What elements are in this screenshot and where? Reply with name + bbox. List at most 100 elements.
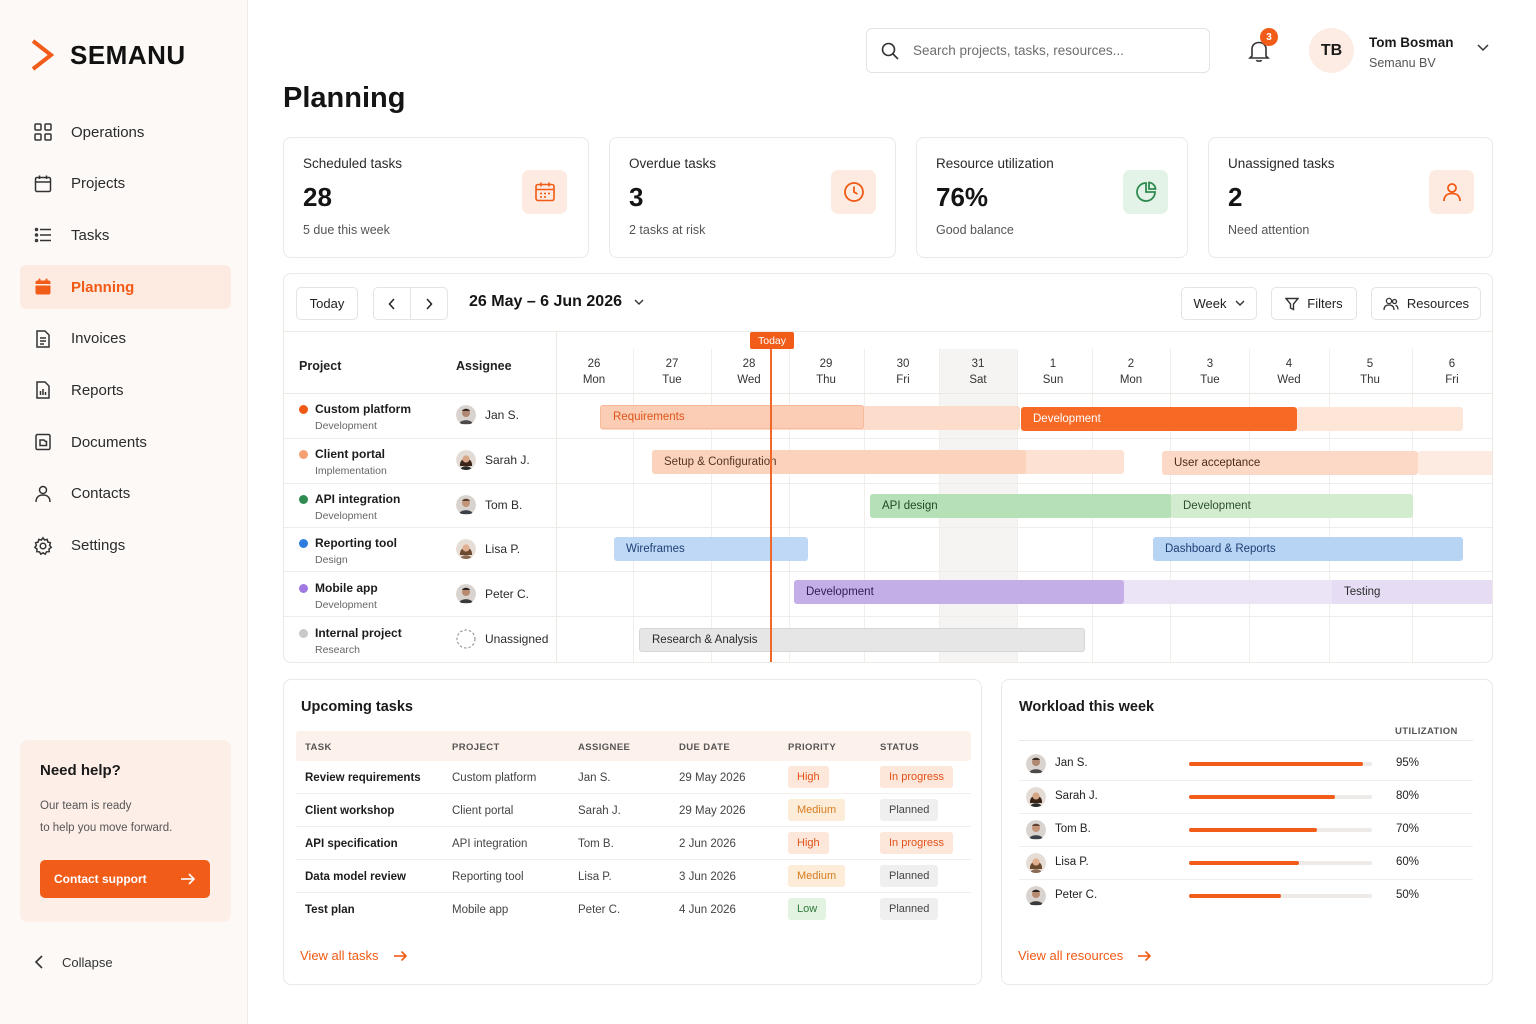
chevron-down-icon	[634, 299, 644, 305]
avatar	[1026, 787, 1046, 807]
kpi-label: Scheduled tasks	[303, 156, 403, 171]
chevron-down-icon[interactable]	[1477, 44, 1489, 52]
gantt-bar-requirements[interactable]: Requirements	[600, 405, 864, 429]
chevron-left-icon	[34, 955, 43, 969]
utilization-fill	[1189, 795, 1336, 799]
workload-row[interactable]: Jan S. 95%	[1019, 748, 1473, 781]
sidebar-item-label: Operations	[71, 123, 145, 141]
gantt-bar-user-acceptance[interactable]: User acceptance	[1162, 451, 1418, 475]
view-all-tasks-link[interactable]: View all tasks	[300, 948, 408, 963]
table-row[interactable]: Test plan Mobile app Peter C. 4 Jun 2026…	[296, 893, 971, 926]
gantt-row-project[interactable]: Mobile app Development	[299, 581, 378, 611]
collapse-button[interactable]: Collapse	[34, 954, 113, 970]
gantt-row-project[interactable]: Custom platform Development	[299, 402, 411, 432]
priority-badge: High	[788, 766, 829, 788]
gantt-bar-research[interactable]: Research & Analysis	[639, 628, 1085, 652]
table-row[interactable]: API specification API integration Tom B.…	[296, 827, 971, 860]
sidebar-item-invoices[interactable]: Invoices	[20, 317, 231, 361]
bell-icon[interactable]	[1246, 38, 1272, 64]
status-dot	[299, 449, 308, 459]
status-dot	[299, 494, 308, 504]
prev-range-button[interactable]	[373, 287, 411, 320]
gantt-row-project[interactable]: Client portal Implementation	[299, 447, 387, 477]
next-range-button[interactable]	[410, 287, 448, 320]
sidebar-item-documents[interactable]: Documents	[20, 420, 231, 464]
grid-icon	[32, 121, 54, 143]
sidebar-item-label: Contacts	[71, 485, 131, 503]
sidebar-item-projects[interactable]: Projects	[20, 162, 231, 206]
resources-button[interactable]: Resources	[1371, 287, 1481, 320]
gantt-row-assignee[interactable]: Peter C.	[456, 584, 529, 604]
day-header: 4 Wed	[1277, 358, 1301, 386]
column-header: PROJECT	[452, 742, 500, 753]
view-all-resources-label: View all resources	[1018, 948, 1124, 963]
date-range-selector[interactable]: 26 May – 6 Jun 2026	[469, 293, 644, 311]
day-header: 5 Thu	[1360, 358, 1380, 386]
gantt-row-project[interactable]: API integration Development	[299, 492, 400, 522]
gantt-row-assignee[interactable]: Lisa P.	[456, 539, 520, 559]
status-dot	[299, 583, 308, 593]
logo-chevron-icon	[31, 39, 55, 71]
workload-row[interactable]: Peter C. 50%	[1019, 880, 1473, 913]
sidebar-item-settings[interactable]: Settings	[20, 524, 231, 568]
calendar-icon	[522, 170, 567, 214]
gantt-bar-development[interactable]: Development	[1021, 407, 1297, 431]
gantt-row-assignee[interactable]: Tom B.	[456, 495, 522, 515]
view-select[interactable]: Week	[1181, 287, 1257, 320]
workload-card: Workload this week UTILIZATION Jan S. 95…	[1001, 679, 1493, 985]
utilization-fill	[1189, 762, 1363, 766]
sidebar-item-label: Settings	[71, 537, 126, 554]
day-header: 1 Sun	[1042, 358, 1064, 386]
gantt-bar-development[interactable]: Development	[794, 580, 1124, 604]
help-text-line2: to help you move forward.	[40, 822, 173, 834]
report-icon	[32, 379, 54, 401]
table-row[interactable]: Data model review Reporting tool Lisa P.…	[296, 860, 971, 893]
sidebar-item-reports[interactable]: Reports	[20, 368, 231, 412]
chevron-left-icon	[388, 297, 395, 310]
today-button[interactable]: Today	[296, 287, 358, 320]
status-badge: Planned	[880, 865, 939, 887]
gantt-row-assignee[interactable]: Jan S.	[456, 405, 519, 425]
user-avatar[interactable]: TB	[1309, 28, 1354, 73]
search-icon	[881, 42, 899, 60]
gantt-row-project[interactable]: Reporting tool Design	[299, 536, 397, 566]
gantt-bar-development[interactable]: Development	[1171, 494, 1413, 518]
workload-row[interactable]: Lisa P. 60%	[1019, 847, 1473, 880]
table-row[interactable]: Review requirements Custom platform Jan …	[296, 761, 971, 794]
logo[interactable]: SEMANU	[30, 38, 186, 72]
contact-support-button[interactable]: Contact support	[40, 860, 210, 898]
row-divider	[284, 438, 1492, 439]
sidebar-item-tasks[interactable]: Tasks	[20, 213, 231, 257]
kpi-overdue-tasks[interactable]: Overdue tasks 3 2 tasks at risk	[609, 137, 896, 258]
kpi-sub: Good balance	[936, 223, 1014, 237]
workload-row[interactable]: Tom B. 70%	[1019, 814, 1473, 847]
gantt-row-assignee[interactable]: Unassigned	[456, 629, 548, 649]
chevron-down-icon	[1235, 300, 1244, 306]
search-box[interactable]	[866, 28, 1210, 73]
kpi-unassigned-tasks[interactable]: Unassigned tasks 2 Need attention	[1208, 137, 1493, 258]
gantt-bar-wireframes[interactable]: Wireframes	[614, 537, 808, 561]
sidebar-item-operations[interactable]: Operations	[20, 110, 231, 154]
gantt-bar-api-design[interactable]: API design	[870, 494, 1172, 518]
help-card: Need help? Our team is ready to help you…	[20, 740, 231, 922]
user-name[interactable]: Tom Bosman	[1369, 35, 1454, 50]
kpi-scheduled-tasks[interactable]: Scheduled tasks 28 5 due this week	[283, 137, 589, 258]
search-input[interactable]	[913, 43, 1183, 58]
gantt-row-assignee[interactable]: Sarah J.	[456, 450, 530, 470]
sidebar-item-contacts[interactable]: Contacts	[20, 472, 231, 516]
sidebar-item-planning[interactable]: Planning	[20, 265, 231, 310]
utilization-bar	[1189, 861, 1372, 865]
gantt-row-project[interactable]: Internal project Research	[299, 626, 402, 656]
workload-row[interactable]: Sarah J. 80%	[1019, 781, 1473, 814]
kpi-resource-utilization[interactable]: Resource utilization 76% Good balance	[916, 137, 1188, 258]
column-header: UTILIZATION	[1395, 726, 1458, 737]
view-all-resources-link[interactable]: View all resources	[1018, 948, 1152, 963]
help-text-line1: Our team is ready	[40, 800, 132, 812]
sidebar-nav: Operations Projects Tasks Planning Invoi…	[20, 110, 231, 575]
gantt-bar-setup[interactable]: Setup & Configuration	[652, 450, 1026, 474]
table-row[interactable]: Client workshop Client portal Sarah J. 2…	[296, 794, 971, 827]
gantt-bar-testing[interactable]: Testing	[1332, 580, 1492, 604]
day-header: 31 Sat	[969, 358, 987, 386]
filters-button[interactable]: Filters	[1271, 287, 1357, 320]
gantt-bar-dashboard-reports[interactable]: Dashboard & Reports	[1153, 537, 1463, 561]
